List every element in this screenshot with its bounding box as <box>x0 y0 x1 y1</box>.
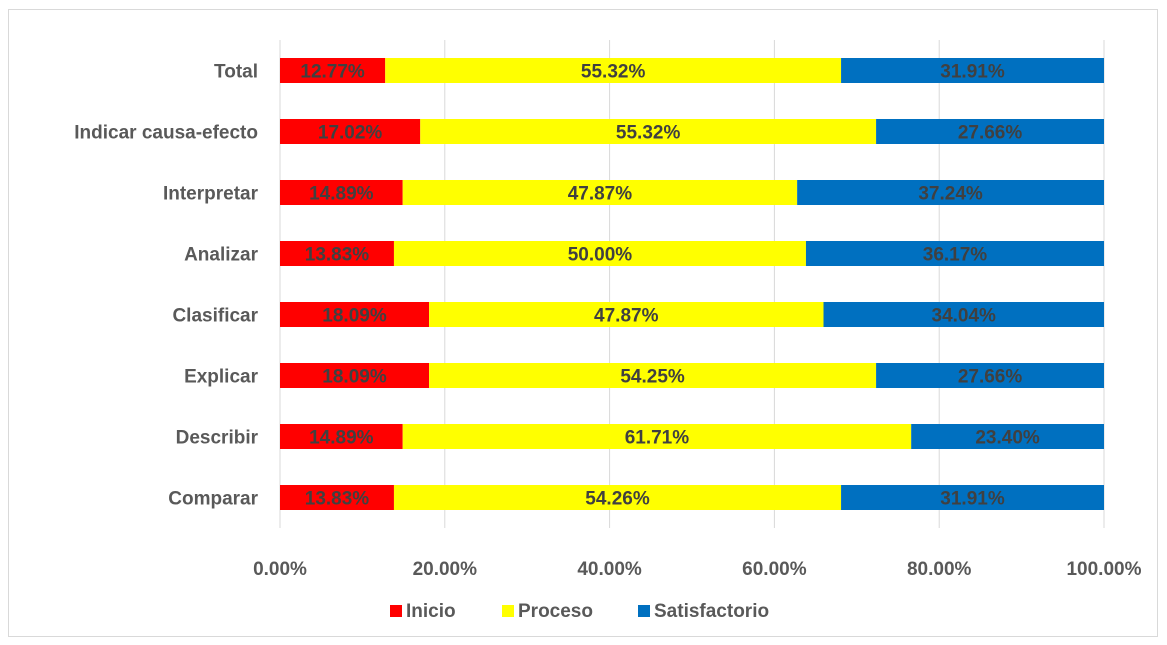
bar-segment-inicio <box>280 363 430 388</box>
category-label: Comparar <box>168 489 258 510</box>
x-tick-label: 0.00% <box>253 559 307 580</box>
data-label: 61.71% <box>625 428 690 449</box>
bar-segment-satisfactorio <box>823 302 1104 327</box>
x-tick-label: 60.00% <box>742 559 807 580</box>
data-label: 55.32% <box>616 123 681 144</box>
data-label: 31.91% <box>940 489 1005 510</box>
bar-segment-satisfactorio <box>841 485 1104 510</box>
category-label: Explicar <box>184 367 259 388</box>
category-label: Interpretar <box>163 184 259 205</box>
bar-row: 13.83% 50.00% 36.17% <box>280 241 1104 266</box>
bar-segment-satisfactorio <box>805 241 1104 266</box>
bar-segment-proceso <box>429 302 824 327</box>
data-label: 34.04% <box>932 306 997 327</box>
gridlines <box>279 40 1105 528</box>
category-label: Describir <box>176 428 259 449</box>
data-label: 27.66% <box>958 367 1023 388</box>
bar-segment-proceso <box>385 58 842 83</box>
x-tick-label: 100.00% <box>1066 559 1141 580</box>
bar-row: 18.09% 54.25% 27.66% <box>280 363 1104 388</box>
bar-segment-inicio <box>280 424 403 449</box>
bar-row: 17.02% 55.32% 27.66% <box>280 119 1104 144</box>
bar-segment-satisfactorio <box>876 363 1104 388</box>
bar-segment-inicio <box>280 485 394 510</box>
category-label: Total <box>214 62 258 83</box>
legend-swatch <box>502 605 514 617</box>
bar-segment-inicio <box>280 302 430 327</box>
legend-label: Proceso <box>518 601 593 622</box>
legend-label: Satisfactorio <box>654 601 769 622</box>
data-label: 37.24% <box>918 184 983 205</box>
legend-swatch <box>390 605 402 617</box>
data-label: 54.26% <box>585 489 650 510</box>
category-label: Clasificar <box>172 306 258 327</box>
bar-segment-proceso <box>393 241 806 266</box>
data-label: 14.89% <box>309 428 374 449</box>
data-label: 13.83% <box>305 489 370 510</box>
bar-rows: 12.77% 55.32% 31.91% 17.02% 55.32% 27.66% 14.8… <box>280 58 1104 510</box>
bar-segment-proceso <box>393 485 842 510</box>
data-label: 47.87% <box>568 184 633 205</box>
bar-segment-proceso <box>402 180 798 205</box>
data-label: 54.25% <box>620 367 685 388</box>
data-label: 50.00% <box>568 245 633 266</box>
bar-segment-satisfactorio <box>841 58 1104 83</box>
bar-segment-proceso <box>420 119 877 144</box>
bar-segment-satisfactorio <box>876 119 1104 144</box>
legend-label: Inicio <box>406 601 456 622</box>
data-label: 27.66% <box>958 123 1023 144</box>
category-label: Indicar causa-efecto <box>74 123 258 144</box>
x-axis-ticks: 0.00% 20.00% 40.00% 60.00% 80.00% 100.00% <box>253 559 1142 580</box>
bar-segment-proceso <box>429 363 877 388</box>
data-label: 12.77% <box>300 62 365 83</box>
bar-segment-inicio <box>280 241 394 266</box>
bar-row: 14.89% 61.71% 23.40% <box>280 424 1104 449</box>
bar-row: 18.09% 47.87% 34.04% <box>280 302 1104 327</box>
data-label: 17.02% <box>318 123 383 144</box>
data-label: 31.91% <box>940 62 1005 83</box>
bar-segment-inicio <box>280 58 386 83</box>
x-tick-label: 40.00% <box>577 559 642 580</box>
data-label: 47.87% <box>594 306 659 327</box>
legend-item: Inicio <box>390 601 456 622</box>
legend: Inicio Proceso Satisfactorio <box>390 601 769 622</box>
bar-row: 12.77% 55.32% 31.91% <box>280 58 1104 83</box>
data-label: 36.17% <box>923 245 988 266</box>
data-label: 18.09% <box>322 367 387 388</box>
bar-segment-inicio <box>280 180 403 205</box>
data-label: 55.32% <box>581 62 646 83</box>
category-labels: Total Indicar causa-efecto Interpretar Anal… <box>74 62 258 510</box>
bar-segment-proceso <box>402 424 912 449</box>
bar-segment-inicio <box>280 119 421 144</box>
data-label: 23.40% <box>975 428 1040 449</box>
legend-swatch <box>638 605 650 617</box>
bar-segment-satisfactorio <box>797 180 1104 205</box>
data-label: 14.89% <box>309 184 374 205</box>
bar-row: 14.89% 47.87% 37.24% <box>280 180 1104 205</box>
data-label: 18.09% <box>322 306 387 327</box>
category-label: Analizar <box>184 245 259 266</box>
x-tick-label: 20.00% <box>413 559 478 580</box>
x-tick-label: 80.00% <box>907 559 972 580</box>
bar-segment-satisfactorio <box>911 424 1104 449</box>
bar-row: 13.83% 54.26% 31.91% <box>280 485 1104 510</box>
data-label: 13.83% <box>305 245 370 266</box>
legend-item: Satisfactorio <box>638 601 769 622</box>
legend-item: Proceso <box>502 601 593 622</box>
